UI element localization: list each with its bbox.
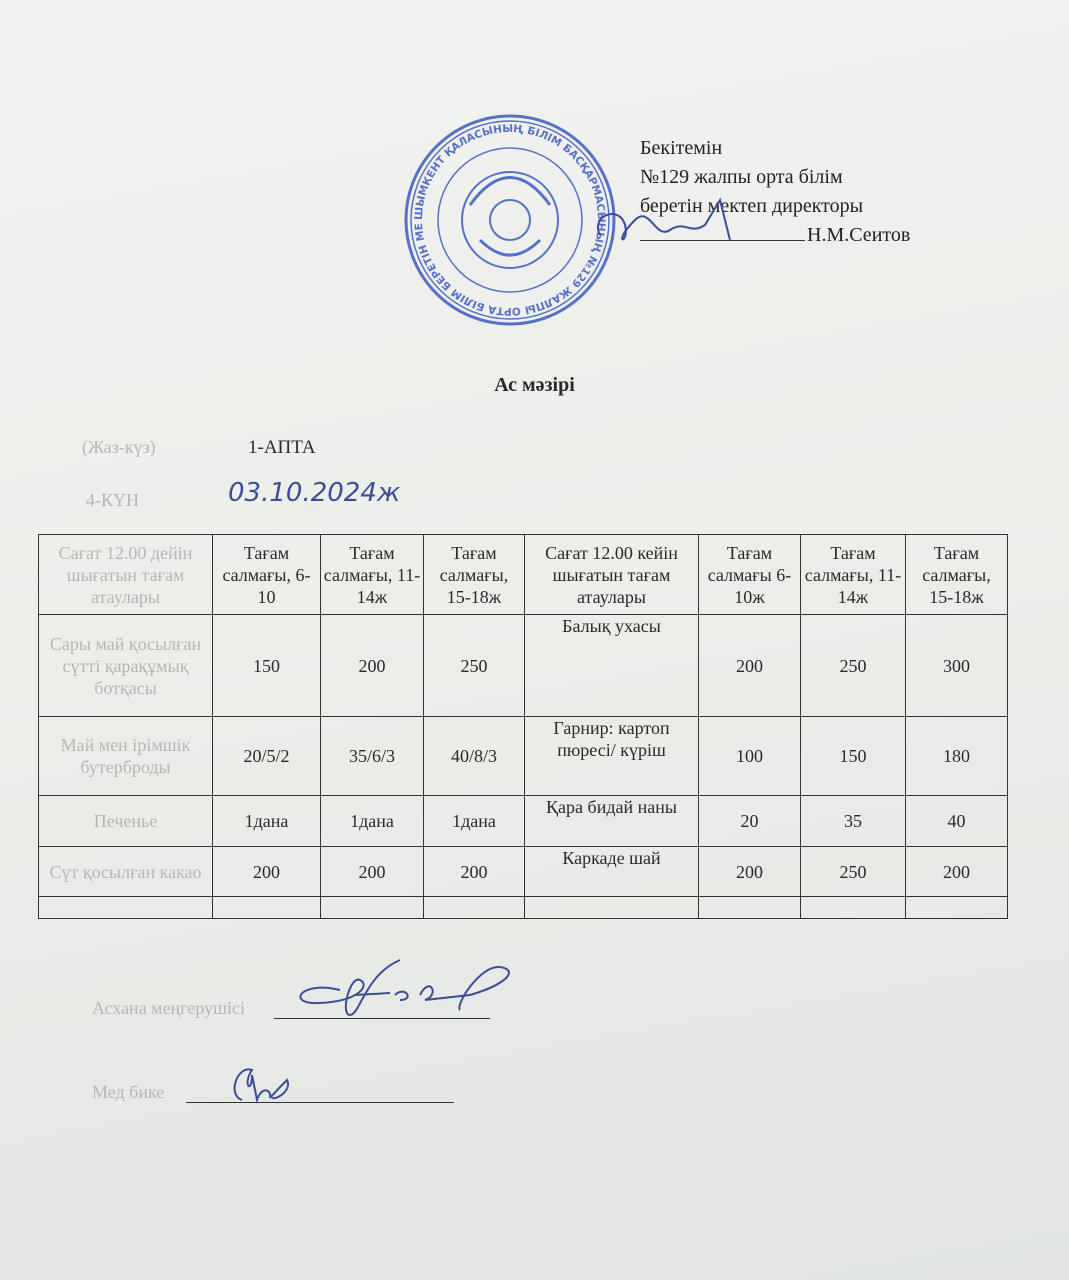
weight-cell: 250 [800, 846, 906, 897]
week-label: 1-АПТА [248, 437, 316, 458]
weight-cell: 35/6/3 [320, 716, 424, 796]
nurse-signature [233, 1068, 289, 1104]
weight-cell: 1дана [212, 795, 321, 847]
dish-name-cell: Май мен ірімшік бутерброды [38, 716, 213, 796]
weight-cell: 250 [800, 614, 906, 717]
table-row: Сары май қосылған сүтті қарақұмық ботқас… [38, 614, 1008, 717]
director-signature [597, 197, 731, 241]
dish-name-cell [524, 896, 699, 919]
day-label: 4-КҮН [86, 490, 139, 510]
table-row: Сүт қосылған какао 200 200 200 Каркаде шай 20… [38, 846, 1008, 897]
weight-cell [320, 896, 424, 919]
table-header-row: Сағат 12.00 дейін шығатын тағам атаулары… [38, 534, 1008, 615]
dish-name-cell: Сары май қосылған сүтті қарақұмық ботқас… [38, 614, 213, 717]
weight-cell: 200 [320, 614, 424, 717]
column-header: Тағам салмағы, 11-14ж [320, 534, 424, 615]
signature-line [640, 240, 805, 241]
weight-cell [905, 896, 1008, 919]
weight-cell: 200 [905, 846, 1008, 897]
dish-name-cell: Қара бидай наны [524, 795, 699, 847]
dish-name-cell: Печенье [38, 795, 213, 847]
dish-name-cell: Гарнир: картоп пюресі/ күріш [524, 716, 699, 796]
column-header: Тағам салмағы, 6-10 [212, 534, 321, 615]
weight-cell: 1дана [320, 795, 424, 847]
weight-cell: 150 [800, 716, 906, 796]
table-row: Май мен ірімшік бутерброды 20/5/2 35/6/3 40… [38, 716, 1008, 796]
nurse-label: Мед бике [92, 1082, 165, 1102]
approval-line: №129 жалпы орта білім [640, 166, 843, 188]
weight-cell [212, 896, 321, 919]
dish-name-cell: Каркаде шай [524, 846, 699, 897]
weight-cell: 200 [212, 846, 321, 897]
table-row [38, 896, 1008, 919]
weight-cell: 200 [698, 846, 801, 897]
weight-cell: 35 [800, 795, 906, 847]
approval-line: беретін мектеп директоры [640, 195, 864, 217]
table-row: Печенье 1дана 1дана 1дана Қара бидай наны 20 3… [38, 795, 1008, 847]
weight-cell [800, 896, 906, 919]
nurse-signature-line [186, 1102, 454, 1103]
column-header: Сағат 12.00 кейін шығатын тағам атаулары [524, 534, 699, 615]
column-header: Тағам салмағы, 11-14ж [800, 534, 906, 615]
approval-line: Бекітемін [640, 137, 723, 159]
weight-cell [423, 896, 525, 919]
weight-cell: 200 [698, 614, 801, 717]
kitchen-head-signature-line [274, 1018, 490, 1019]
handwritten-date: 03.10.2024ж [228, 478, 401, 508]
weight-cell: 20 [698, 795, 801, 847]
kitchen-head-label: Асхана меңгерушісі [92, 998, 245, 1018]
official-stamp: ШЫМКЕНТ ҚАЛАСЫНЫҢ БІЛІМ БАСҚАРМАСЫНЫҢ №1… [400, 110, 616, 326]
column-header: Сағат 12.00 дейін шығатын тағам атаулары [38, 534, 213, 615]
weight-cell: 200 [423, 846, 525, 897]
weight-cell: 150 [212, 614, 321, 717]
director-name: Н.М.Сеитов [807, 224, 911, 246]
weight-cell [698, 896, 801, 919]
weight-cell: 40 [905, 795, 1008, 847]
dish-name-cell [38, 896, 213, 919]
dish-name-cell: Сүт қосылған какао [38, 846, 213, 897]
column-header: Тағам салмағы, 15-18ж [905, 534, 1008, 615]
weight-cell: 300 [905, 614, 1008, 717]
kitchen-head-signature [299, 959, 510, 1017]
page-title: Ас мәзірі [494, 374, 575, 396]
weight-cell: 180 [905, 716, 1008, 796]
weight-cell: 20/5/2 [212, 716, 321, 796]
approval-block: Бекітемін №129 жалпы орта білім беретін … [640, 134, 910, 250]
weight-cell: 200 [320, 846, 424, 897]
season-label: (Жаз-күз) [82, 437, 156, 457]
column-header: Тағам салмағы 6-10ж [698, 534, 801, 615]
menu-table: Сағат 12.00 дейін шығатын тағам атаулары… [38, 534, 1008, 919]
weight-cell: 100 [698, 716, 801, 796]
weight-cell: 1дана [423, 795, 525, 847]
weight-cell: 40/8/3 [423, 716, 525, 796]
weight-cell: 250 [423, 614, 525, 717]
column-header: Тағам салмағы, 15-18ж [423, 534, 525, 615]
dish-name-cell: Балық ухасы [524, 614, 699, 717]
